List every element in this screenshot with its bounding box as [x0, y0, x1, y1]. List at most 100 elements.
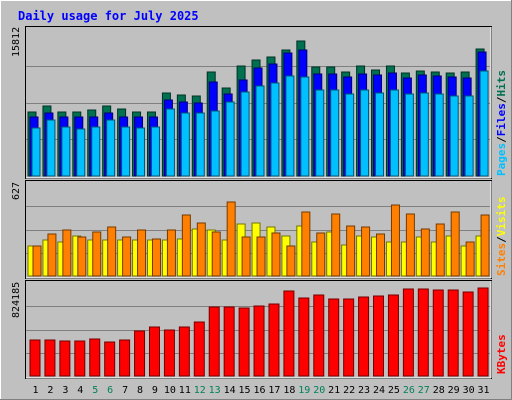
day-label-20: 20 [313, 385, 325, 396]
day-label-13: 13 [209, 385, 221, 396]
kbytes-bar-kbytes-day-15 [238, 307, 250, 377]
chart-title: Daily usage for July 2025 [18, 9, 199, 23]
day-label-27: 27 [418, 385, 430, 396]
visits-bar-visits-day-1 [32, 245, 42, 277]
visits-bar-visits-day-11 [181, 214, 191, 277]
visits-bar-visits-day-4 [77, 236, 87, 277]
day-label-5: 5 [92, 385, 98, 396]
visits-bar-visits-day-7 [122, 236, 132, 277]
kbytes-panel: 824185 KBytes [11, 280, 508, 379]
requests-bar-pages-day-7 [121, 126, 131, 177]
visits-bar-visits-day-20 [316, 232, 326, 277]
requests-bar-pages-day-18 [285, 75, 295, 177]
day-label-28: 28 [433, 385, 445, 396]
requests-ymax-label: 15812 [11, 27, 22, 57]
requests-bar-pages-day-8 [136, 127, 146, 177]
kbytes-bar-kbytes-day-8 [134, 330, 146, 377]
requests-bar-pages-day-12 [195, 112, 205, 177]
kbytes-bar-kbytes-day-28 [432, 289, 444, 377]
requests-bar-pages-day-30 [464, 95, 474, 177]
visits-bar-visits-day-13 [211, 231, 221, 277]
requests-panel: 15812 Pages/Files/Hits [11, 26, 508, 179]
kbytes-ymax-label: 824185 [11, 282, 22, 318]
day-label-23: 23 [358, 385, 370, 396]
requests-bar-pages-day-1 [31, 127, 41, 177]
day-label-25: 25 [388, 385, 400, 396]
kbytes-bar-kbytes-day-26 [402, 288, 414, 377]
day-label-4: 4 [77, 385, 83, 396]
visits-ymax-label: 627 [11, 182, 22, 200]
day-label-22: 22 [343, 385, 355, 396]
kbytes-bar-kbytes-day-19 [298, 297, 310, 377]
requests-bar-pages-day-9 [150, 126, 160, 177]
day-label-14: 14 [224, 385, 236, 396]
requests-bar-pages-day-27 [419, 92, 429, 177]
day-label-15: 15 [239, 385, 251, 396]
visits-bar-visits-day-22 [346, 225, 356, 277]
kbytes-bar-kbytes-day-5 [89, 338, 101, 377]
requests-bar-pages-day-25 [389, 89, 399, 177]
day-label-29: 29 [448, 385, 460, 396]
kbytes-axis-legend: KBytes [495, 334, 508, 374]
kbytes-bar-kbytes-day-13 [208, 306, 220, 377]
kbytes-bar-kbytes-day-31 [477, 287, 489, 377]
day-label-7: 7 [122, 385, 128, 396]
visits-panel: 627 Sites/Visits [11, 180, 508, 279]
visits-bar-visits-day-8 [137, 229, 147, 277]
requests-bar-pages-day-14 [225, 101, 235, 177]
visits-bar-visits-day-31 [480, 214, 490, 277]
kbytes-bar-kbytes-day-9 [148, 326, 160, 377]
day-label-21: 21 [328, 385, 340, 396]
requests-bar-pages-day-31 [479, 70, 489, 177]
visits-bar-visits-day-16 [256, 236, 266, 277]
requests-bar-pages-day-19 [300, 76, 310, 177]
kbytes-bar-kbytes-day-3 [59, 340, 71, 377]
day-label-19: 19 [298, 385, 310, 396]
svg-text:Sites/Visits: Sites/Visits [495, 197, 508, 277]
kbytes-bar-kbytes-day-21 [328, 298, 340, 377]
day-label-12: 12 [194, 385, 206, 396]
kbytes-bar-kbytes-day-23 [358, 296, 370, 377]
kbytes-bar-kbytes-day-27 [417, 288, 429, 377]
requests-bar-pages-day-2 [46, 119, 56, 177]
requests-bar-pages-day-26 [404, 93, 414, 177]
day-label-17: 17 [268, 385, 280, 396]
visits-bar-visits-day-15 [241, 236, 251, 277]
legend-kbytes: KBytes [495, 334, 508, 374]
requests-bar-pages-day-20 [315, 89, 325, 177]
day-label-6: 6 [107, 385, 113, 396]
legend-pages: Pages [495, 143, 508, 176]
visits-bar-visits-day-18 [286, 245, 296, 277]
day-label-8: 8 [137, 385, 143, 396]
visits-bar-visits-day-14 [226, 201, 236, 277]
visits-bar-visits-day-21 [331, 213, 341, 277]
kbytes-bar-kbytes-day-22 [343, 298, 355, 377]
kbytes-bar-kbytes-day-30 [462, 291, 474, 377]
requests-bar-pages-day-5 [91, 126, 101, 177]
visits-bar-visits-day-27 [420, 228, 430, 277]
requests-bar-pages-day-28 [434, 93, 444, 177]
kbytes-bar-kbytes-day-12 [193, 321, 205, 377]
visits-bar-visits-day-23 [361, 226, 371, 277]
kbytes-bar-kbytes-day-1 [29, 339, 41, 377]
requests-bar-pages-day-17 [270, 82, 280, 177]
legend-hits: Hits [495, 70, 508, 97]
visits-bar-visits-day-28 [435, 223, 445, 277]
requests-bar-pages-day-21 [330, 89, 340, 177]
kbytes-bar-kbytes-day-10 [163, 329, 175, 377]
requests-bar-pages-day-24 [375, 92, 385, 177]
visits-bar-visits-day-10 [166, 229, 176, 277]
visits-axis-legend: Sites/Visits [495, 197, 508, 277]
svg-text:Pages/Files/Hits: Pages/Files/Hits [495, 70, 508, 176]
requests-bar-pages-day-4 [76, 128, 86, 177]
visits-bar-visits-day-25 [390, 204, 400, 277]
kbytes-bar-kbytes-day-7 [119, 339, 131, 377]
visits-bar-visits-day-29 [450, 211, 460, 277]
requests-bar-pages-day-23 [360, 89, 370, 177]
day-label-2: 2 [47, 385, 53, 396]
requests-bar-pages-day-11 [180, 112, 190, 177]
requests-bar-pages-day-10 [165, 108, 175, 177]
day-label-3: 3 [62, 385, 68, 396]
kbytes-bar-kbytes-day-20 [313, 294, 325, 377]
visits-bar-visits-day-26 [405, 213, 415, 277]
